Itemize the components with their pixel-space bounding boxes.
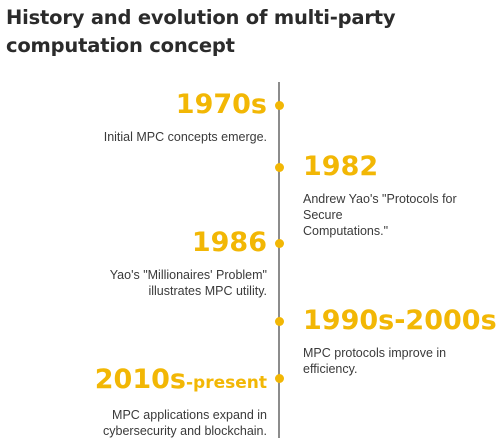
timeline-marker-1986 bbox=[274, 239, 284, 248]
page-title: History and evolution of multi-party com… bbox=[6, 6, 396, 57]
timeline-entry-2010s-present: 2010s-present MPC applications expand in… bbox=[27, 363, 267, 439]
timeline-entry-1990s-2000s: 1990s-2000s MPC protocols improve in eff… bbox=[303, 304, 498, 377]
timeline-entry-1986: 1986 Yao's "Millionaires' Problem" illus… bbox=[27, 226, 267, 299]
timeline-marker-1990s-2000s bbox=[274, 317, 284, 326]
timeline-description: MPC applications expand in cybersecurity… bbox=[103, 408, 267, 438]
timeline-description: Andrew Yao's "Protocols for Secure Compu… bbox=[303, 192, 457, 238]
timeline-year: 1982 bbox=[303, 151, 379, 182]
timeline-description: Initial MPC concepts emerge. bbox=[103, 130, 267, 144]
timeline-marker-2010s-present bbox=[274, 374, 284, 383]
timeline-year: 1990s-2000s bbox=[303, 305, 497, 336]
timeline-year: 1970s bbox=[175, 89, 267, 120]
timeline-year: 1986 bbox=[191, 227, 267, 258]
timeline-year: 2010s-present bbox=[94, 364, 267, 395]
timeline-axis bbox=[278, 82, 280, 438]
timeline-marker-1970s bbox=[274, 101, 284, 110]
timeline-description: Yao's "Millionaires' Problem" illustrate… bbox=[109, 268, 267, 298]
timeline-entry-1970s: 1970s Initial MPC concepts emerge. bbox=[27, 88, 267, 145]
timeline-marker-1982 bbox=[274, 163, 284, 172]
timeline-description: MPC protocols improve in efficiency. bbox=[303, 346, 447, 376]
timeline-entry-1982: 1982 Andrew Yao's "Protocols for Secure … bbox=[303, 150, 498, 239]
